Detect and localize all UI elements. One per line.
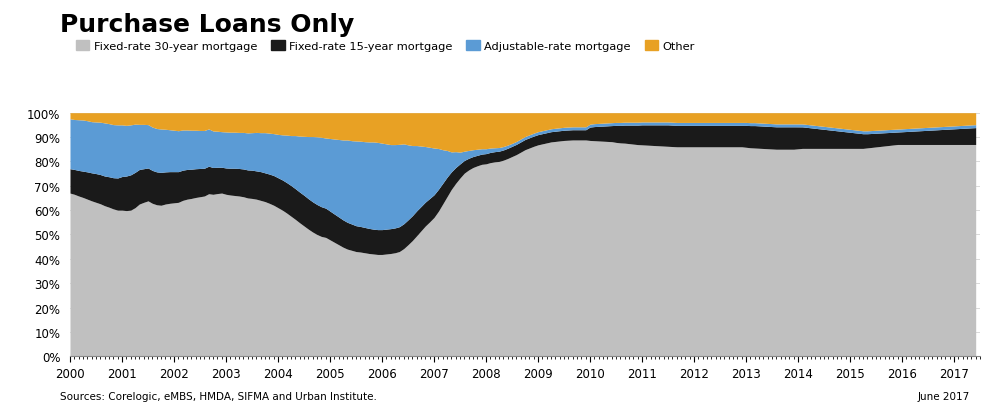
- Legend: Fixed-rate 30-year mortgage, Fixed-rate 15-year mortgage, Adjustable-rate mortga: Fixed-rate 30-year mortgage, Fixed-rate …: [76, 41, 695, 52]
- Text: Purchase Loans Only: Purchase Loans Only: [60, 13, 354, 36]
- Text: Sources: Corelogic, eMBS, HMDA, SIFMA and Urban Institute.: Sources: Corelogic, eMBS, HMDA, SIFMA an…: [60, 391, 377, 401]
- Text: June 2017: June 2017: [918, 391, 970, 401]
